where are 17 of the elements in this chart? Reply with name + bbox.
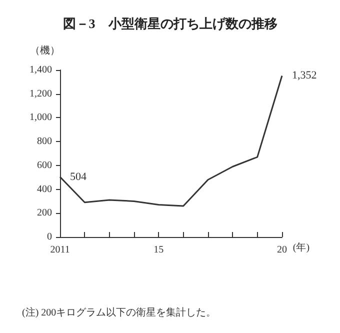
- x-axis-title: (年): [292, 242, 310, 254]
- data-label: 504: [70, 170, 87, 183]
- y-axis-title: （機）: [30, 44, 60, 56]
- y-tick-label: 1,000: [30, 112, 52, 124]
- y-tick-label: 200: [37, 208, 52, 219]
- text: (注) 200キログラム以下の衛星を集計した。: [22, 306, 216, 318]
- y-tick-label: 0: [47, 232, 52, 242]
- data-label: 1,352: [292, 70, 317, 82]
- x-tick-label: 15: [154, 244, 164, 256]
- y-tick-label: 400: [37, 184, 52, 195]
- x-tick-label: 20: [277, 244, 287, 256]
- y-tick-label: 1,400: [30, 64, 52, 76]
- y-tick-label: 1,200: [30, 88, 52, 100]
- x-tick-label: 2011: [50, 244, 70, 256]
- y-tick-label: 800: [37, 136, 52, 148]
- y-tick-label: 600: [37, 160, 52, 171]
- chart-title: 図－3 小型衛星の打ち上げ数の推移: [62, 16, 278, 31]
